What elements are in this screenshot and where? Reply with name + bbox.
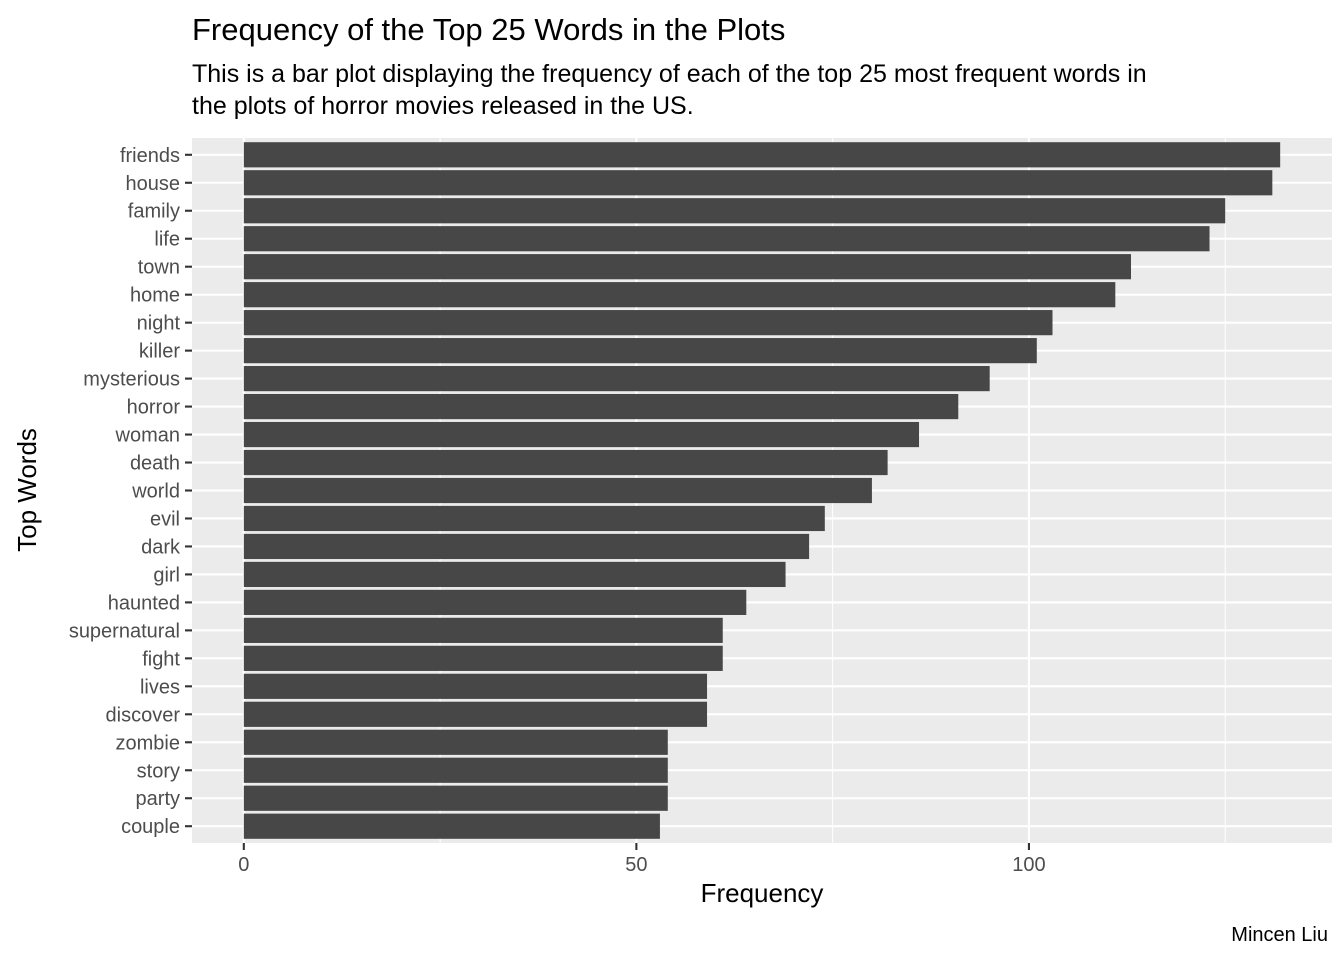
y-tick-label-party: party — [136, 788, 180, 810]
bar-supernatural — [243, 617, 723, 643]
bar-story — [243, 757, 668, 783]
chart-title: Frequency of the Top 25 Words in the Plo… — [192, 12, 785, 47]
y-tick-label-world: world — [131, 481, 180, 503]
y-tick-label-night: night — [137, 313, 181, 335]
y-tick-label-family: family — [128, 201, 180, 223]
bar-world — [243, 477, 872, 504]
bar-evil — [243, 505, 825, 532]
bar-death — [243, 449, 888, 476]
y-tick-label-lives: lives — [140, 676, 180, 698]
y-tick-label-horror: horror — [127, 397, 181, 419]
y-tick-label-mysterious: mysterious — [83, 369, 180, 391]
bar-friends — [243, 142, 1281, 168]
x-tick-label: 0 — [238, 854, 249, 876]
bar-girl — [243, 561, 786, 588]
bar-family — [243, 198, 1226, 224]
y-axis: friends house family life town home night kille… — [69, 145, 192, 838]
bar-town — [243, 254, 1132, 280]
bar-killer — [243, 338, 1037, 364]
bar-fight — [243, 645, 723, 671]
y-tick-label-life: life — [154, 229, 180, 251]
chart-subtitle-line-2: the plots of horror movies released in t… — [192, 92, 694, 120]
bar-house — [243, 170, 1273, 196]
bar-haunted — [243, 589, 747, 615]
y-tick-label-discover: discover — [106, 704, 181, 726]
bar-dark — [243, 533, 810, 560]
y-tick-label-haunted: haunted — [108, 592, 180, 614]
bar-mysterious — [243, 366, 990, 392]
bar-life — [243, 226, 1210, 252]
y-tick-label-girl: girl — [153, 564, 180, 586]
bar-home — [243, 282, 1116, 308]
y-tick-label-killer: killer — [139, 341, 180, 363]
y-tick-label-house: house — [126, 173, 181, 195]
y-tick-label-story: story — [137, 760, 180, 782]
x-tick-label: 50 — [625, 854, 647, 876]
y-tick-label-supernatural: supernatural — [69, 620, 180, 642]
bars — [243, 142, 1281, 839]
y-tick-label-evil: evil — [150, 508, 180, 530]
chart-caption: Mincen Liu — [1231, 924, 1328, 946]
y-tick-label-death: death — [130, 453, 180, 475]
bar-woman — [243, 421, 920, 448]
bar-zombie — [243, 729, 668, 755]
y-axis-title: Top Words — [12, 428, 42, 552]
y-tick-label-woman: woman — [115, 425, 180, 447]
bar-couple — [243, 813, 660, 839]
bar-horror — [243, 393, 959, 420]
y-tick-label-zombie: zombie — [116, 732, 180, 754]
bar-discover — [243, 701, 708, 727]
bar-night — [243, 310, 1053, 336]
y-tick-label-couple: couple — [121, 816, 180, 838]
bar-party — [243, 785, 668, 811]
chart-subtitle-line-1: This is a bar plot displaying the freque… — [192, 60, 1147, 88]
bar-lives — [243, 673, 708, 699]
x-tick-label: 100 — [1012, 854, 1045, 876]
y-tick-label-town: town — [138, 257, 180, 279]
y-tick-label-dark: dark — [141, 536, 181, 558]
y-tick-label-friends: friends — [120, 145, 180, 167]
x-axis-title: Frequency — [701, 878, 824, 908]
y-tick-label-home: home — [130, 285, 180, 307]
x-axis: 0 50 100 — [238, 843, 1046, 876]
y-tick-label-fight: fight — [142, 648, 180, 670]
